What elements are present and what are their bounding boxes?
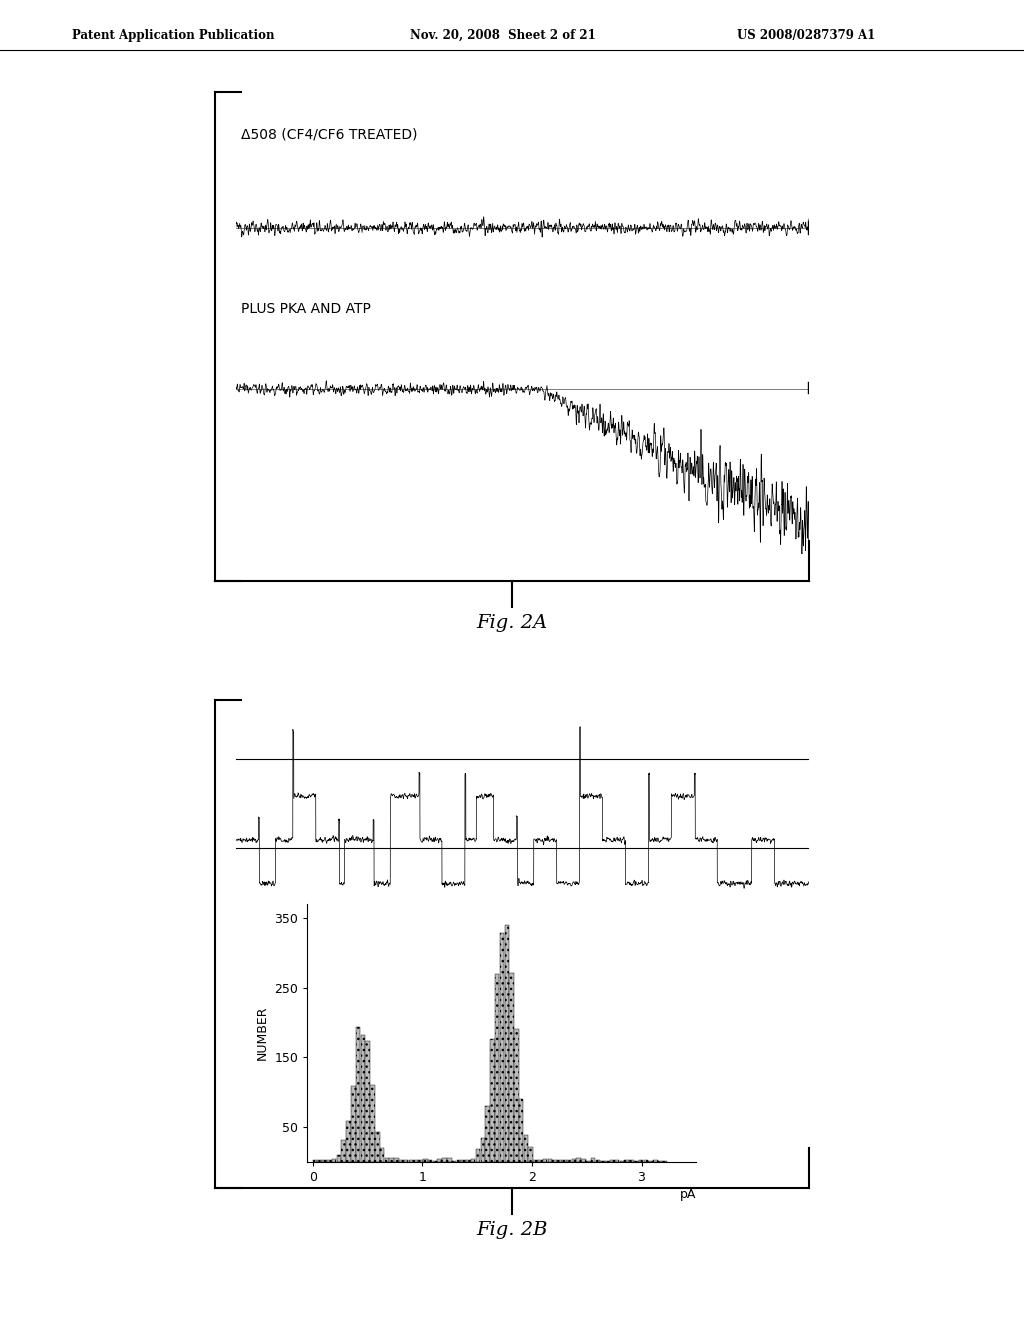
Bar (596, 1160, 600, 1162)
Bar (643, 1159, 648, 1162)
Bar (346, 1121, 351, 1162)
Text: Fig. 2B: Fig. 2B (476, 1221, 548, 1239)
Bar (332, 1159, 337, 1162)
Bar (394, 1158, 398, 1162)
Bar (337, 1155, 341, 1162)
Bar (577, 1159, 581, 1162)
Text: pA: pA (680, 1188, 696, 1201)
Bar (437, 1159, 442, 1162)
Y-axis label: NUMBER: NUMBER (256, 1006, 268, 1060)
Bar (380, 1148, 384, 1162)
Text: US 2008/0287379 A1: US 2008/0287379 A1 (737, 29, 876, 42)
Bar (399, 1159, 403, 1162)
Bar (323, 1159, 327, 1162)
Bar (543, 1159, 548, 1162)
Bar (360, 1035, 366, 1162)
Text: Nov. 20, 2008  Sheet 2 of 21: Nov. 20, 2008 Sheet 2 of 21 (410, 29, 595, 42)
Text: Δ508 (CF4/CF6 TREATED): Δ508 (CF4/CF6 TREATED) (242, 128, 418, 141)
Bar (356, 1027, 360, 1162)
Bar (490, 1039, 495, 1162)
Bar (466, 1160, 471, 1162)
Bar (495, 974, 500, 1162)
Bar (366, 1040, 370, 1162)
Bar (625, 1159, 629, 1162)
Bar (571, 1159, 577, 1162)
Bar (509, 973, 514, 1162)
Bar (476, 1148, 480, 1162)
Bar (480, 1138, 485, 1162)
Bar (446, 1159, 452, 1162)
Text: Patent Application Publication: Patent Application Publication (72, 29, 274, 42)
Bar (375, 1133, 380, 1162)
Bar (505, 925, 509, 1162)
Bar (385, 1159, 389, 1162)
Bar (442, 1159, 446, 1162)
Bar (553, 1159, 557, 1162)
Bar (614, 1160, 620, 1162)
Bar (423, 1159, 428, 1162)
Bar (548, 1159, 552, 1162)
Bar (351, 1086, 355, 1162)
Bar (639, 1159, 643, 1162)
Text: PLUS PKA AND ATP: PLUS PKA AND ATP (242, 302, 371, 315)
Bar (534, 1159, 538, 1162)
Bar (523, 1135, 528, 1162)
Bar (418, 1160, 423, 1162)
Bar (591, 1158, 595, 1162)
Bar (514, 1030, 518, 1162)
Bar (389, 1159, 394, 1162)
Bar (519, 1100, 523, 1162)
Text: Fig. 2A: Fig. 2A (476, 614, 548, 632)
Bar (471, 1159, 475, 1162)
Bar (538, 1160, 543, 1162)
Bar (528, 1147, 534, 1162)
Bar (653, 1160, 657, 1162)
Bar (371, 1085, 375, 1162)
Bar (567, 1160, 571, 1162)
Bar (485, 1106, 489, 1162)
Bar (341, 1139, 346, 1162)
Bar (500, 933, 504, 1162)
Bar (629, 1159, 634, 1162)
Bar (582, 1159, 586, 1162)
Bar (327, 1159, 332, 1162)
